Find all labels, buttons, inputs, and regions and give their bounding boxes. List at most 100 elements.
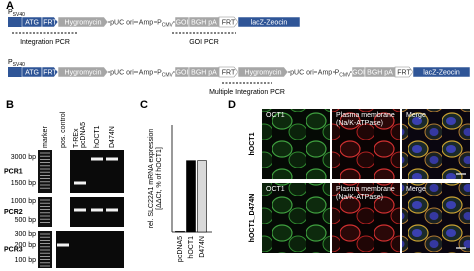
element-label: PCMV xyxy=(335,69,351,78)
panel-label: A xyxy=(6,0,14,12)
marker-lane xyxy=(38,150,52,193)
element-label: Amp xyxy=(139,69,154,76)
label-gap xyxy=(157,68,173,76)
column-header: (Na/K-ATPase) xyxy=(336,120,383,127)
pcr-label: GOI PCR xyxy=(189,39,219,46)
gel-name: PCR1 xyxy=(4,168,23,175)
element-label: FRT xyxy=(222,19,236,26)
element-label: pUC ori xyxy=(110,69,134,76)
element-label-main: P xyxy=(157,69,162,76)
element-arrow xyxy=(57,16,109,28)
element-arrow xyxy=(218,66,239,78)
label-gap xyxy=(138,68,154,76)
lane-label: hOCT1 xyxy=(94,125,101,148)
element-label: ATG xyxy=(25,19,39,26)
promoter-label-main: P xyxy=(8,59,13,66)
label-gap xyxy=(317,68,333,76)
element-box xyxy=(412,66,471,78)
element-label-sub: CMV xyxy=(162,73,174,79)
bar xyxy=(186,160,196,233)
column-header: Merge xyxy=(406,112,426,119)
element-label: BGH pA xyxy=(191,69,217,76)
bar xyxy=(175,230,185,233)
promoter-label-main: P xyxy=(8,9,13,16)
column-header: Plasma membrane xyxy=(336,186,395,193)
row-label: hOCT1_D474N xyxy=(249,194,256,243)
micrograph xyxy=(262,109,330,179)
gel-lanes xyxy=(56,231,124,268)
promoter-label: PSV40 xyxy=(8,59,25,68)
promoter-label-sub: SV40 xyxy=(13,62,25,68)
panel-label: B xyxy=(6,99,14,111)
element-label: BGH pA xyxy=(367,69,393,76)
element-label: GOI xyxy=(176,19,189,26)
element-label: PCMV xyxy=(157,69,173,78)
micrograph xyxy=(402,109,470,179)
gel-name: PCR3 xyxy=(4,246,23,253)
marker-size: 500 bp xyxy=(15,217,37,224)
marker-size: 3000 bp xyxy=(11,154,36,161)
element-label-sub: CMV xyxy=(339,73,351,79)
micrograph xyxy=(402,183,470,253)
element-label-sub: CMV xyxy=(162,23,174,29)
marker-size: 200 bp xyxy=(15,242,37,249)
lane-label: T-REx xyxy=(73,128,80,148)
gel-band xyxy=(74,181,86,185)
label-gap xyxy=(157,18,173,26)
x-tick-label: D474N xyxy=(199,236,206,258)
column-header: OCT1 xyxy=(266,112,285,119)
gel-band xyxy=(57,243,69,247)
pcr-label: Integration PCR xyxy=(20,39,70,46)
marker-size: 100 bp xyxy=(15,257,37,264)
lane-label: marker xyxy=(42,126,49,148)
marker-size: 1500 bp xyxy=(11,180,36,187)
lane-label: D474N xyxy=(109,126,116,148)
element-label: GOI xyxy=(176,69,189,76)
column-header: Plasma membrane xyxy=(336,112,395,119)
element-arrow xyxy=(41,16,59,28)
element-arrow xyxy=(41,66,59,78)
element-label: FRT xyxy=(397,69,411,76)
column-header: (Na/K-ATPase) xyxy=(336,194,383,201)
promoter-label: PSV40 xyxy=(8,9,25,18)
y-axis-label: [ΔΔCt, % of hOCT1] xyxy=(156,147,163,210)
element-label: pUC ori xyxy=(110,19,134,26)
gel-lanes xyxy=(70,150,124,193)
panel-label: D xyxy=(228,99,236,111)
column-header: OCT1 xyxy=(266,186,285,193)
element-label: lacZ-Zeocin xyxy=(423,69,460,76)
element-label: Amp xyxy=(139,19,154,26)
element-label: pUC ori xyxy=(290,69,314,76)
gel-name: PCR2 xyxy=(4,209,23,216)
x-tick-label: hOCT1 xyxy=(188,236,195,259)
label-gap xyxy=(290,68,314,76)
element-label: FRT xyxy=(222,69,236,76)
element-label: BGH pA xyxy=(191,19,217,26)
lane-label: pos. control xyxy=(60,111,67,148)
label-gap xyxy=(110,18,134,26)
marker-size: 1000 bp xyxy=(11,198,36,205)
element-label: GOI xyxy=(352,69,365,76)
element-label: FRT xyxy=(43,19,57,26)
promoter-label-sub: SV40 xyxy=(13,12,25,18)
element-label: FRT xyxy=(43,69,57,76)
micrograph xyxy=(332,183,400,253)
element-arrow xyxy=(237,66,289,78)
gel-band xyxy=(106,157,118,161)
micrograph xyxy=(262,183,330,253)
label-gap xyxy=(138,18,154,26)
promoter-box xyxy=(8,17,22,27)
x-tick-label: pcDNA5 xyxy=(177,236,184,262)
element-label: Hygromycin xyxy=(245,69,282,76)
element-arrow xyxy=(218,16,239,28)
marker-size: 300 bp xyxy=(15,231,37,238)
gel-band xyxy=(91,208,103,212)
y-axis-label: rel. SLC22A1 mRNA expression xyxy=(148,129,155,229)
promoter-box xyxy=(8,67,22,77)
bar xyxy=(197,160,207,233)
element-label: Amp xyxy=(318,69,333,76)
column-header: Merge xyxy=(406,186,426,193)
pcr-label: Multiple Integration PCR xyxy=(209,89,285,96)
element-arrow xyxy=(57,66,109,78)
